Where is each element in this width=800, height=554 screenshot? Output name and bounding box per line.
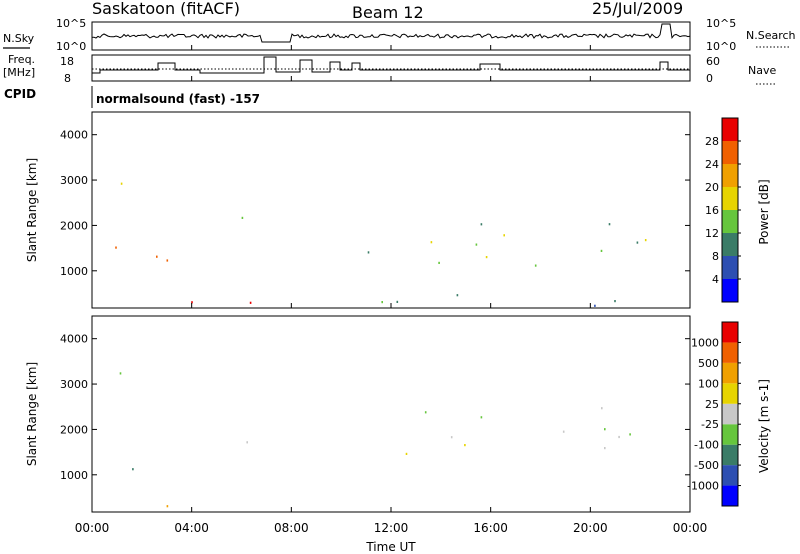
colorbar-tick-label: 100 <box>698 377 719 390</box>
region-early-main <box>115 246 169 262</box>
velocity-heatmap <box>119 372 631 508</box>
nave-tick-bottom: 0 <box>706 72 713 85</box>
power-colorbar: 4 8 12 16 20 24 28 <box>705 117 741 303</box>
colorbar-tick-label: 8 <box>712 250 719 263</box>
ytick-label: 3000 <box>60 174 88 187</box>
xtick-label: 04:00 <box>174 521 209 535</box>
nave-label: Nave <box>748 64 776 77</box>
region-ground-scatter <box>381 294 616 307</box>
freq-tick-bottom: 8 <box>64 72 71 85</box>
colorbar-tick-label: 500 <box>698 357 719 370</box>
ytick-label: 1000 <box>60 469 88 482</box>
station-title: Saskatoon (fitACF) <box>92 0 240 18</box>
region-afternoon-band <box>367 223 647 267</box>
colorbar-swatch <box>722 187 738 210</box>
xtick-label: 20:00 <box>573 521 608 535</box>
freq-trace <box>92 56 690 74</box>
power-ylabel: Slant Range [km] <box>25 158 39 262</box>
region-afternoon-grey <box>405 407 631 455</box>
region-early-green <box>132 468 134 471</box>
colorbar-tick-label: -25 <box>701 418 719 431</box>
colorbar-tick-label: -500 <box>694 459 719 472</box>
nsky-tick-bottom: 10^0 <box>56 40 86 53</box>
ytick-label: 4000 <box>60 129 88 142</box>
power-colorbar-label: Power [dB] <box>757 179 771 244</box>
beam-title: Beam 12 <box>352 3 424 22</box>
xtick-label: 00:00 <box>75 521 110 535</box>
colorbar-tick-label: 25 <box>705 398 719 411</box>
ytick-label: 4000 <box>60 333 88 346</box>
nsky-tick-top: 10^5 <box>56 17 86 30</box>
ytick-label: 1000 <box>60 265 88 278</box>
colorbar-swatch <box>722 164 738 187</box>
colorbar-swatch <box>722 118 738 141</box>
colorbar-swatch <box>722 141 738 164</box>
ytick-label: 2000 <box>60 423 88 436</box>
nsearch-tick-bottom: 10^0 <box>706 40 736 53</box>
region-early-high-blob <box>120 182 123 185</box>
xtick-label: 08:00 <box>274 521 309 535</box>
colorbar-swatch <box>722 485 738 506</box>
colorbar-tick-label: 28 <box>705 135 719 148</box>
cpid-value: normalsound (fast) -157 <box>96 92 260 106</box>
region-04-06-echoes <box>241 216 244 219</box>
nsky-trace <box>91 23 691 43</box>
x-axis-title: Time UT <box>365 540 416 554</box>
colorbar-swatch <box>722 424 738 445</box>
colorbar-swatch <box>722 465 738 486</box>
velocity-colorbar-label: Velocity [m s-1] <box>757 379 771 473</box>
freq-unit-label: [MHz] <box>3 66 35 79</box>
colorbar-swatch <box>722 444 738 466</box>
power-heatmap <box>115 182 647 307</box>
colorbar-tick-label: 20 <box>705 181 719 194</box>
colorbar-tick-label: 4 <box>712 273 719 286</box>
colorbar-tick-label: -1000 <box>687 480 719 493</box>
velocity-ylabel: Slant Range [km] <box>25 362 39 466</box>
colorbar-tick-label: 16 <box>705 204 719 217</box>
region-mid-morning <box>191 301 252 304</box>
freq-label: Freq. <box>8 53 35 66</box>
colorbar-swatch <box>722 210 738 233</box>
colorbar-tick-label: -100 <box>694 439 719 452</box>
ytick-label: 3000 <box>60 378 88 391</box>
colorbar-swatch <box>722 322 738 343</box>
velocity-colorbar: 1000 500 100 25 -25 -100 -500 -1000 <box>687 321 741 507</box>
colorbar-swatch <box>722 362 738 384</box>
region-early-high <box>119 372 122 375</box>
xtick-label: 12:00 <box>374 521 409 535</box>
freq-tick-top: 18 <box>60 55 74 68</box>
xtick-label: 16:00 <box>473 521 508 535</box>
nsky-label: N.Sky <box>3 32 35 45</box>
nsearch-label: N.Search <box>746 29 796 42</box>
colorbar-swatch <box>722 279 738 302</box>
colorbar-swatch <box>722 403 738 425</box>
region-04-06-grey <box>246 441 248 444</box>
x-ticks: 00:00 04:00 08:00 12:00 16:00 20:00 00:00 <box>75 45 708 535</box>
power-yticks: 1000 2000 3000 4000 <box>60 129 690 278</box>
nsearch-tick-top: 10^5 <box>706 17 736 30</box>
colorbar-tick-label: 24 <box>705 158 719 171</box>
nave-tick-top: 60 <box>706 55 720 68</box>
velocity-yticks: 1000 2000 3000 4000 <box>60 333 690 482</box>
colorbar-swatch <box>722 256 738 279</box>
date-title: 25/Jul/2009 <box>592 0 683 18</box>
power-frame <box>91 111 691 309</box>
colorbar-tick-label: 1000 <box>691 336 719 349</box>
velocity-frame <box>91 315 691 513</box>
xtick-label: 00:00 <box>673 521 708 535</box>
cpid-label: CPID <box>4 87 36 101</box>
colorbar-frame <box>721 321 739 507</box>
colorbar-swatch <box>722 342 738 363</box>
colorbar-swatch <box>722 233 738 256</box>
region-orange-dip <box>166 505 169 508</box>
ytick-label: 2000 <box>60 219 88 232</box>
colorbar-swatch <box>722 383 738 404</box>
colorbar-tick-label: 12 <box>705 227 719 240</box>
